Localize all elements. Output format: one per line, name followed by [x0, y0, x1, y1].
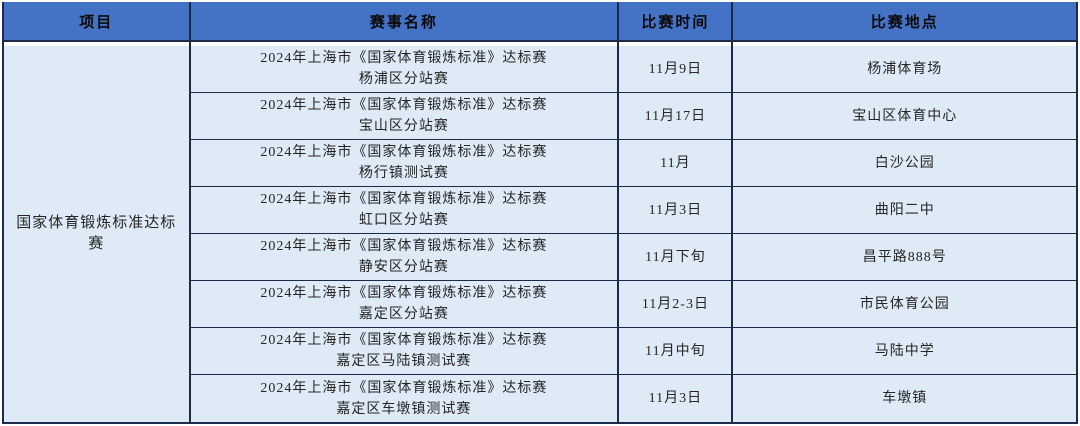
- location-cell: 市民体育公园: [733, 281, 1076, 328]
- gap-cell: [619, 42, 734, 46]
- event-name-cell: 2024年上海市《国家体育锻炼标准》达标赛 嘉定区马陆镇测试赛: [190, 328, 620, 375]
- location-cell: 白沙公园: [733, 140, 1076, 187]
- event-subtitle: 杨浦区分站赛: [358, 72, 449, 87]
- location-cell: 马陆中学: [733, 328, 1076, 375]
- time-cell: 11月下旬: [619, 234, 734, 281]
- location-cell: 杨浦体育场: [733, 46, 1076, 93]
- header-body-gap: [2, 42, 1078, 46]
- time-cell: 11月2-3日: [619, 281, 734, 328]
- time-cell: 11月: [619, 140, 734, 187]
- location-cell: 昌平路888号: [733, 234, 1076, 281]
- time-cell: 11月中旬: [619, 328, 734, 375]
- time-cell: 11月3日: [619, 187, 734, 234]
- location-cell: 车墩镇: [882, 391, 928, 406]
- column-header-event: 赛事名称: [191, 2, 620, 40]
- event-subtitle: 杨行镇测试赛: [358, 166, 449, 181]
- event-title: 2024年上海市《国家体育锻炼标准》达标赛: [260, 380, 548, 396]
- event-title: 2024年上海市《国家体育锻炼标准》达标赛: [260, 51, 548, 66]
- event-subtitle: 嘉定区分站赛: [358, 307, 449, 322]
- event-name-cell: 2024年上海市《国家体育锻炼标准》达标赛 静安区分站赛: [190, 234, 620, 281]
- event-name-cell: 2024年上海市《国家体育锻炼标准》达标赛 杨行镇测试赛: [190, 140, 620, 187]
- event-name-cell: 2024年上海市《国家体育锻炼标准》达标赛 嘉定区车墩镇测试赛: [191, 375, 620, 422]
- event-name-cell: 2024年上海市《国家体育锻炼标准》达标赛 宝山区分站赛: [190, 93, 620, 140]
- event-subtitle: 嘉定区车墩镇测试赛: [336, 401, 472, 417]
- event-title: 2024年上海市《国家体育锻炼标准》达标赛: [260, 333, 548, 348]
- gap-cell: [4, 42, 191, 46]
- event-subtitle: 虹口区分站赛: [358, 213, 449, 228]
- project-group-cell: 国家体育锻炼标准达标赛: [4, 46, 191, 422]
- column-header-time: 比赛时间: [619, 2, 734, 40]
- event-title: 2024年上海市《国家体育锻炼标准》达标赛: [260, 98, 548, 113]
- event-title: 2024年上海市《国家体育锻炼标准》达标赛: [260, 145, 548, 160]
- gap-cell: [191, 42, 620, 46]
- time-cell: 11月3日: [619, 375, 734, 422]
- event-subtitle: 宝山区分站赛: [358, 119, 449, 134]
- event-name-cell: 2024年上海市《国家体育锻炼标准》达标赛 嘉定区分站赛: [190, 281, 620, 328]
- time-cell: 11月9日: [619, 46, 734, 93]
- column-header-project: 项目: [4, 2, 191, 40]
- event-subtitle: 嘉定区马陆镇测试赛: [336, 354, 472, 369]
- event-title: 2024年上海市《国家体育锻炼标准》达标赛: [260, 239, 548, 254]
- event-subtitle: 静安区分站赛: [358, 260, 449, 275]
- time-cell: 11月17日: [619, 93, 734, 140]
- location-cell: 曲阳二中: [733, 187, 1076, 234]
- location-cell: 宝山区体育中心: [733, 93, 1076, 140]
- event-title: 2024年上海市《国家体育锻炼标准》达标赛: [260, 286, 548, 301]
- column-header-location: 比赛地点: [870, 14, 939, 31]
- table-body: 国家体育锻炼标准达标赛 2024年上海市《国家体育锻炼标准》达标赛 杨浦区分站赛…: [2, 46, 1078, 424]
- table-header-row: 项目 赛事名称 比赛时间 比赛地点: [2, 2, 1078, 42]
- event-name-cell: 2024年上海市《国家体育锻炼标准》达标赛 杨浦区分站赛: [190, 46, 620, 93]
- event-title: 2024年上海市《国家体育锻炼标准》达标赛: [260, 192, 548, 207]
- event-name-cell: 2024年上海市《国家体育锻炼标准》达标赛 虹口区分站赛: [190, 187, 620, 234]
